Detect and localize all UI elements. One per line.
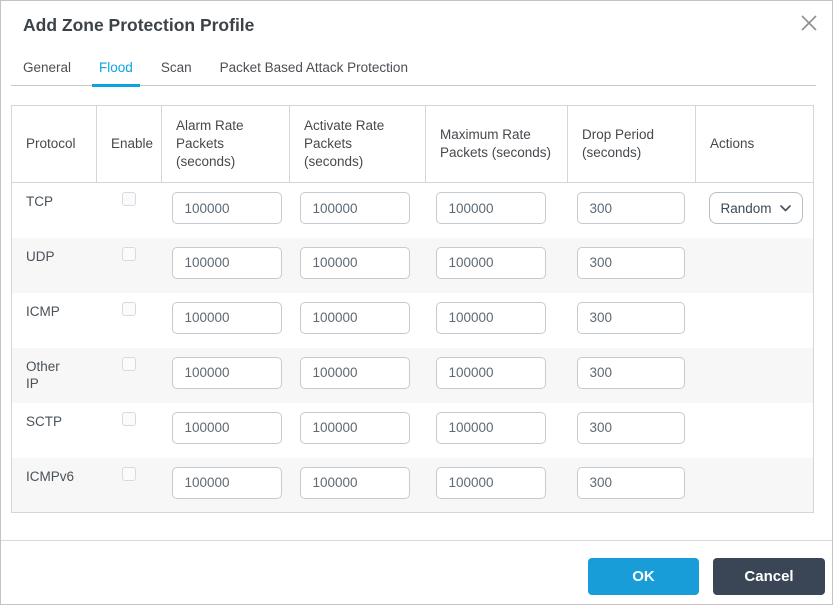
table-header-row: Protocol Enable Alarm Rate Packets (seco… bbox=[11, 105, 814, 183]
close-icon bbox=[801, 15, 817, 31]
table-row-sctp: SCTP bbox=[12, 403, 814, 458]
header-enable: Enable bbox=[96, 105, 162, 183]
activate-rate-input[interactable] bbox=[299, 356, 410, 389]
enable-checkbox[interactable] bbox=[122, 301, 136, 316]
alarm-rate-input[interactable] bbox=[171, 356, 282, 389]
activate-rate-input[interactable] bbox=[299, 301, 410, 334]
drop-period-input[interactable] bbox=[576, 356, 685, 389]
maximum-rate-input[interactable] bbox=[435, 411, 546, 444]
protocol-label: Other IP bbox=[11, 347, 97, 403]
table-row-tcp: TCP Random bbox=[12, 183, 814, 238]
header-activate-rate: Activate Rate Packets (seconds) bbox=[289, 105, 426, 183]
table-row-other-ip: Other IP bbox=[11, 347, 814, 403]
drop-period-input[interactable] bbox=[576, 192, 685, 224]
header-maximum-rate: Maximum Rate Packets (seconds) bbox=[425, 105, 568, 183]
tab-packet-based-attack-protection[interactable]: Packet Based Attack Protection bbox=[219, 60, 408, 75]
footer-divider bbox=[1, 540, 832, 541]
protocol-label: TCP bbox=[26, 194, 53, 209]
header-actions: Actions bbox=[695, 105, 814, 183]
table-row-icmpv6: ICMPv6 bbox=[11, 457, 814, 513]
drop-period-input[interactable] bbox=[576, 301, 685, 334]
footer-buttons: OK Cancel bbox=[1, 541, 832, 595]
protocol-label: ICMPv6 bbox=[11, 457, 97, 513]
enable-checkbox[interactable] bbox=[122, 192, 136, 206]
alarm-rate-input[interactable] bbox=[171, 246, 282, 279]
flood-protection-table: Protocol Enable Alarm Rate Packets (seco… bbox=[11, 105, 814, 513]
table-row-icmp: ICMP bbox=[12, 293, 814, 348]
maximum-rate-input[interactable] bbox=[435, 301, 546, 334]
alarm-rate-input[interactable] bbox=[171, 301, 282, 334]
chevron-down-icon bbox=[779, 204, 791, 211]
dialog-title: Add Zone Protection Profile bbox=[23, 15, 255, 35]
header-alarm-rate: Alarm Rate Packets (seconds) bbox=[161, 105, 290, 183]
alarm-rate-input[interactable] bbox=[171, 192, 282, 224]
maximum-rate-input[interactable] bbox=[435, 192, 546, 224]
activate-rate-input[interactable] bbox=[299, 246, 410, 279]
tab-flood[interactable]: Flood bbox=[92, 59, 140, 87]
activate-rate-input[interactable] bbox=[299, 466, 410, 499]
maximum-rate-input[interactable] bbox=[435, 356, 546, 389]
close-button[interactable] bbox=[798, 12, 820, 34]
maximum-rate-input[interactable] bbox=[435, 246, 546, 279]
protocol-label: ICMP bbox=[26, 303, 60, 319]
enable-checkbox[interactable] bbox=[122, 466, 136, 481]
tab-bar: General Flood Scan Packet Based Attack P… bbox=[11, 59, 816, 87]
cancel-button[interactable]: Cancel bbox=[713, 558, 825, 595]
drop-period-input[interactable] bbox=[576, 411, 685, 444]
alarm-rate-input[interactable] bbox=[171, 411, 282, 444]
enable-checkbox[interactable] bbox=[122, 411, 136, 426]
tab-general[interactable]: General bbox=[23, 60, 72, 75]
maximum-rate-input[interactable] bbox=[435, 466, 546, 499]
ok-button[interactable]: OK bbox=[588, 558, 699, 595]
alarm-rate-input[interactable] bbox=[171, 466, 282, 499]
activate-rate-input[interactable] bbox=[299, 192, 410, 224]
action-dropdown[interactable]: Random bbox=[708, 192, 803, 224]
protocol-label: UDP bbox=[11, 237, 97, 293]
header-protocol: Protocol bbox=[11, 105, 97, 183]
drop-period-input[interactable] bbox=[576, 466, 685, 499]
drop-period-input[interactable] bbox=[576, 246, 685, 279]
tab-scan[interactable]: Scan bbox=[160, 60, 192, 75]
protocol-label: SCTP bbox=[26, 413, 63, 429]
enable-checkbox[interactable] bbox=[122, 246, 136, 261]
activate-rate-input[interactable] bbox=[299, 411, 410, 444]
header-drop-period: Drop Period (seconds) bbox=[567, 105, 696, 183]
action-dropdown-value: Random bbox=[720, 200, 772, 216]
table-row-udp: UDP bbox=[11, 237, 814, 293]
dialog-header: Add Zone Protection Profile bbox=[1, 1, 832, 37]
enable-checkbox[interactable] bbox=[122, 356, 136, 371]
